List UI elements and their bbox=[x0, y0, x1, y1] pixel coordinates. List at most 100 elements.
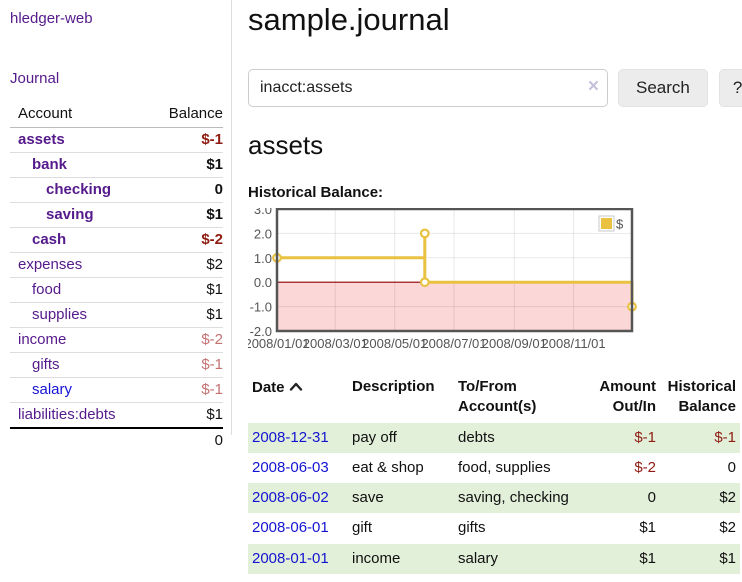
account-row: saving $1 bbox=[10, 202, 223, 228]
transaction-description: gift bbox=[352, 519, 373, 537]
transaction-date-link[interactable]: 2008-01-01 bbox=[252, 549, 329, 567]
accounts-col-balance: Balance bbox=[150, 102, 223, 128]
x-tick-label: 2008/09/01 bbox=[482, 336, 547, 351]
account-row: cash $-2 bbox=[10, 227, 223, 253]
account-link-income[interactable]: income bbox=[18, 331, 67, 348]
account-link-cash[interactable]: cash bbox=[32, 231, 67, 248]
y-tick-label: 3.0 bbox=[254, 208, 272, 217]
register-row: 2008-06-02 save saving, checking 0 $2 bbox=[248, 483, 740, 514]
gridlines bbox=[277, 209, 632, 331]
transaction-description: save bbox=[348, 483, 454, 514]
search-input-wrap: × bbox=[248, 69, 608, 107]
register-col-accounts: To/From Account(s) bbox=[454, 373, 582, 423]
account-row: salary $-1 bbox=[10, 377, 223, 403]
chart-legend: $ bbox=[596, 214, 629, 233]
transaction-accounts: debts bbox=[454, 422, 582, 453]
transaction-date-link[interactable]: 2008-06-01 bbox=[252, 519, 329, 537]
y-tick-label: -1.0 bbox=[250, 300, 272, 315]
transaction-date-link[interactable]: 2008-06-03 bbox=[252, 458, 329, 476]
account-row: liabilities:debts $1 bbox=[10, 402, 223, 428]
account-row: income $-2 bbox=[10, 327, 223, 353]
transaction-balance: $1 bbox=[660, 543, 740, 574]
register-header-row: Date Description To/From Account(s) Amoun… bbox=[248, 373, 740, 423]
account-link-saving[interactable]: saving bbox=[46, 206, 94, 223]
account-link-gifts[interactable]: gifts bbox=[32, 356, 60, 373]
transaction-balance: $2 bbox=[719, 519, 736, 537]
search-bar: × Search ? bbox=[248, 69, 742, 107]
tofrom-header-line1: To/From bbox=[458, 378, 517, 395]
account-balance: $1 bbox=[150, 402, 223, 428]
account-link-bank[interactable]: bank bbox=[32, 156, 68, 173]
balance-header-line1: Historical bbox=[667, 378, 736, 395]
sidebar-item-journal[interactable]: Journal bbox=[10, 70, 60, 87]
accounts-total-row: 0 bbox=[10, 427, 223, 453]
transaction-amount: $-1 bbox=[582, 422, 660, 453]
accounts-header-row: Account Balance bbox=[10, 102, 223, 128]
amount-header-line2: Out/In bbox=[612, 398, 656, 416]
transaction-amount: $-2 bbox=[634, 458, 656, 476]
transaction-date-link[interactable]: 2008-12-31 bbox=[252, 428, 329, 446]
account-balance: $-1 bbox=[150, 352, 223, 378]
y-tick-label: 2.0 bbox=[254, 226, 272, 241]
account-link-liabilities-debts[interactable]: liabilities:debts bbox=[18, 406, 116, 423]
account-balance: $-2 bbox=[150, 327, 223, 353]
account-row: checking 0 bbox=[10, 177, 223, 203]
account-row: assets $-1 bbox=[10, 127, 223, 153]
register-col-date[interactable]: Date bbox=[248, 373, 348, 423]
transaction-description: income bbox=[348, 543, 454, 574]
account-link-expenses[interactable]: expenses bbox=[18, 256, 83, 273]
date-header-label: Date bbox=[252, 379, 285, 396]
tofrom-header-line2: Account(s) bbox=[458, 398, 537, 416]
transaction-amount: $1 bbox=[639, 519, 656, 537]
account-balance: $1 bbox=[150, 202, 223, 228]
register-col-balance: Historical Balance bbox=[660, 373, 740, 423]
register-col-amount: Amount Out/In bbox=[582, 373, 660, 423]
account-balance: $2 bbox=[150, 252, 223, 278]
chevron-up-icon bbox=[289, 377, 303, 397]
account-link-supplies[interactable]: supplies bbox=[32, 306, 88, 323]
transaction-balance: $2 bbox=[660, 483, 740, 514]
y-tick-label: 1.0 bbox=[254, 251, 272, 266]
transaction-amount: 0 bbox=[582, 483, 660, 514]
plot-border bbox=[275, 207, 634, 333]
transaction-accounts: saving, checking bbox=[454, 483, 582, 514]
transaction-description: pay off bbox=[348, 422, 454, 453]
x-tick-label: 2008/03/01 bbox=[303, 336, 368, 351]
account-row: bank $1 bbox=[10, 152, 223, 178]
account-link-food[interactable]: food bbox=[32, 281, 62, 298]
account-balance: $1 bbox=[150, 277, 223, 303]
sidebar: hledger-web Journal Account Balance asse… bbox=[0, 0, 232, 453]
account-row: food $1 bbox=[10, 277, 223, 303]
register-col-description: Description bbox=[348, 373, 454, 423]
search-input[interactable] bbox=[248, 69, 608, 107]
transaction-description: eat & shop bbox=[352, 458, 424, 476]
transaction-balance: 0 bbox=[727, 458, 736, 476]
account-balance: $-2 bbox=[150, 227, 223, 253]
x-tick-label: 2008/05/01 bbox=[362, 336, 427, 351]
accounts-col-account: Account bbox=[10, 102, 151, 128]
transaction-date-link[interactable]: 2008-06-02 bbox=[252, 489, 329, 506]
register-table: Date Description To/From Account(s) Amoun… bbox=[248, 373, 740, 574]
legend-swatch-icon bbox=[601, 218, 612, 229]
x-tick-label: 2008/01/01 bbox=[248, 336, 310, 351]
account-link-salary[interactable]: salary bbox=[32, 381, 73, 398]
account-balance: 0 bbox=[150, 177, 223, 203]
clear-search-icon[interactable]: × bbox=[587, 76, 599, 97]
y-tick-label: 0.0 bbox=[254, 275, 272, 290]
balance-chart: $ 3.0 2.0 1.0 0.0 -1.0 -2.0 2008/01/01 2… bbox=[244, 202, 742, 361]
accounts-total-value: 0 bbox=[150, 427, 223, 453]
account-balance: $1 bbox=[150, 152, 223, 178]
account-row: supplies $1 bbox=[10, 302, 223, 328]
accounts-table: Account Balance assets $-1 bank $1 check… bbox=[10, 102, 223, 453]
account-link-assets[interactable]: assets bbox=[18, 131, 65, 148]
search-button[interactable]: Search bbox=[618, 69, 708, 107]
account-link-checking[interactable]: checking bbox=[46, 181, 112, 198]
account-balance: $1 bbox=[150, 302, 223, 328]
main-content: sample.journal × Search ? assets Histori… bbox=[232, 0, 742, 574]
brand-link[interactable]: hledger-web bbox=[10, 10, 93, 27]
y-axis-labels: 3.0 2.0 1.0 0.0 -1.0 -2.0 bbox=[250, 202, 272, 339]
help-button[interactable]: ? bbox=[718, 69, 742, 107]
register-row: 2008-12-31 pay off debts $-1 $-1 bbox=[248, 422, 740, 453]
x-tick-label: 2008/07/01 bbox=[421, 336, 486, 351]
